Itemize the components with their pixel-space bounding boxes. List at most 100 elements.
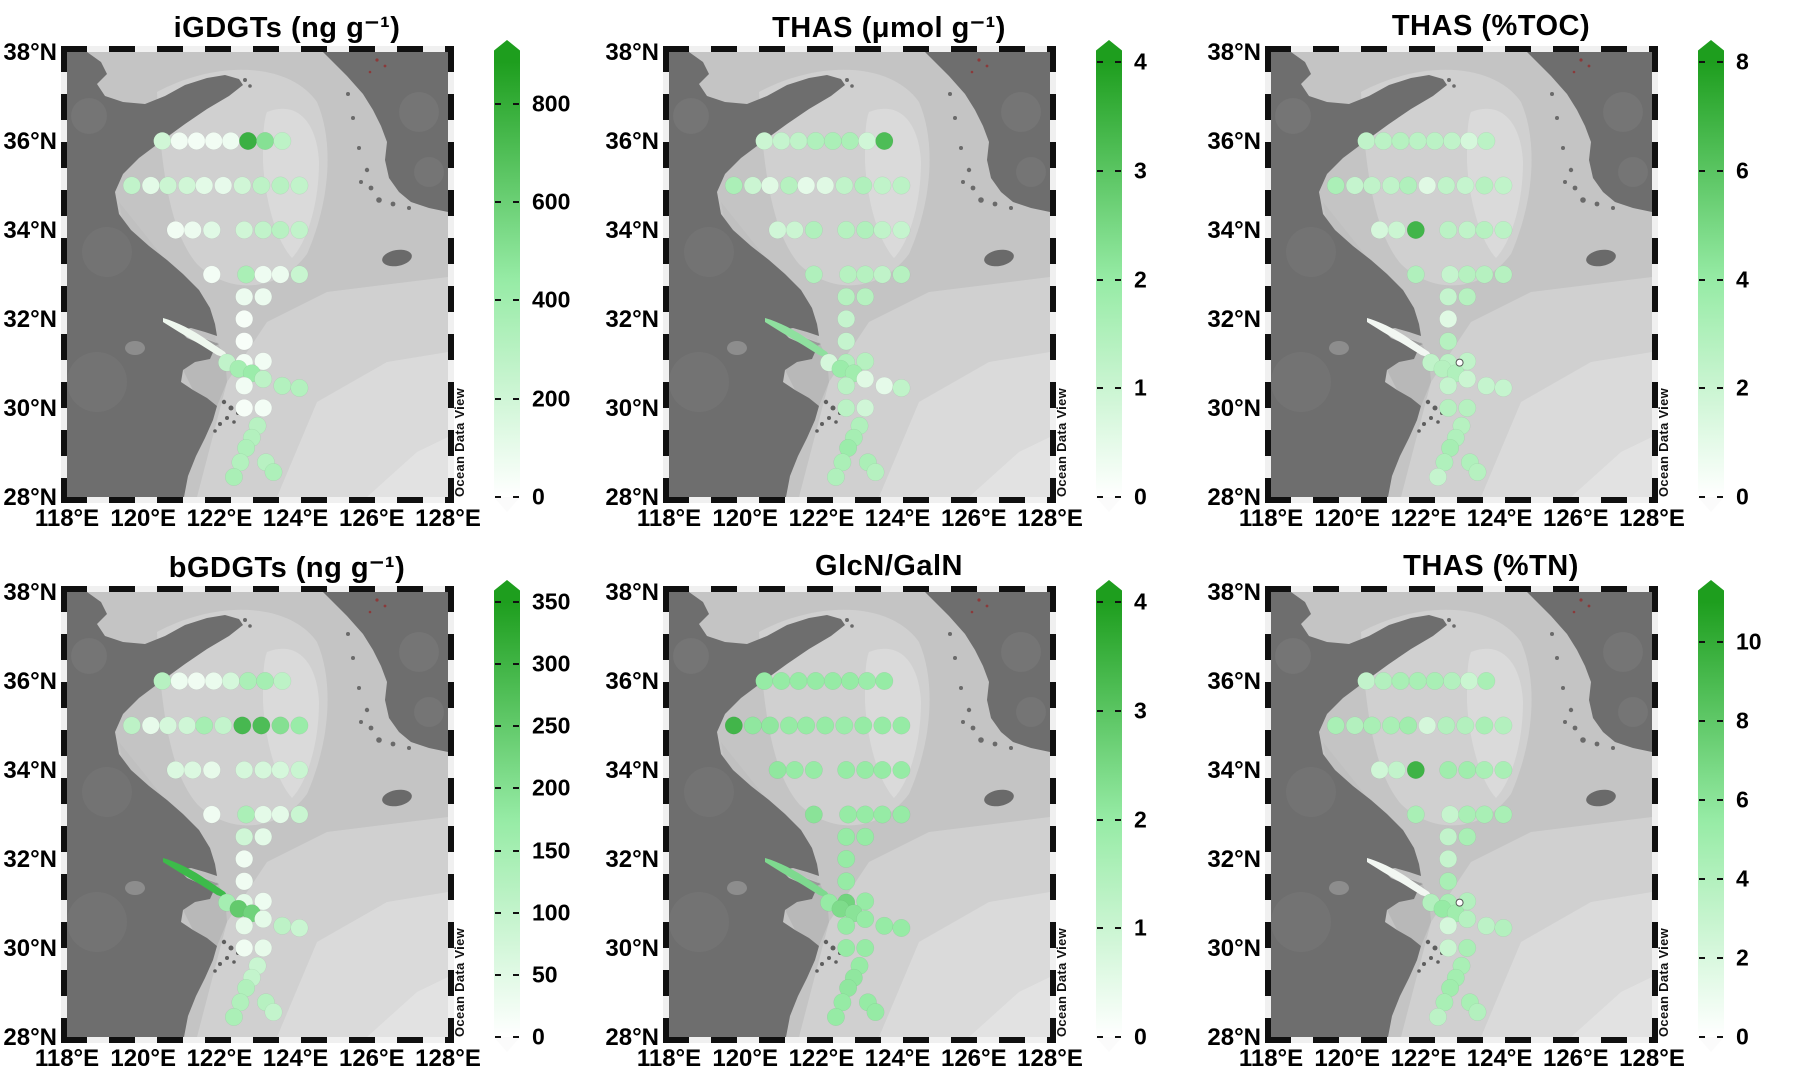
lat-tick-label: 38°N [3, 39, 57, 66]
lat-tick-label: 32°N [605, 846, 659, 873]
station-dot [237, 265, 256, 284]
colorbar-tick-label: 0 [532, 483, 545, 510]
station-dot [290, 716, 309, 735]
lon-tick-label: 118°E [1238, 1045, 1304, 1072]
station-dot [823, 132, 842, 150]
lat-tick-label: 38°N [605, 39, 659, 66]
colorbar-tick-label: 100 [532, 899, 571, 926]
station-dot [235, 399, 254, 417]
station-dot [873, 176, 892, 195]
station-dot [1363, 716, 1381, 735]
colorbar: 10 8 6 4 2 0 [1698, 580, 1806, 1060]
station-dot [1439, 376, 1458, 395]
station-dot [837, 376, 856, 395]
station-dot [1357, 132, 1376, 150]
map-frame-left [1265, 586, 1271, 1043]
colorbar-tick-label: 1 [1134, 374, 1147, 401]
colorbar-arrow-up-icon [494, 580, 520, 602]
colorbar-tick [1115, 61, 1121, 63]
station-dot [221, 672, 240, 690]
station-dot [1494, 919, 1513, 937]
station-dot [1494, 805, 1513, 824]
station-dot [1475, 176, 1494, 195]
station-dot [875, 916, 894, 935]
colorbar-tick [1699, 1036, 1705, 1038]
map-frame-left [663, 46, 669, 503]
panel-igdgts: iGDGTs (ng g⁻¹) 38°N 36°N 34°N 32°N 30°N 28°N… [0, 0, 602, 540]
colorbar-tick [1115, 387, 1121, 390]
station-dot [1494, 716, 1513, 735]
colorbar-tick [513, 496, 519, 498]
lon-tick-label: 128°E [415, 505, 481, 532]
panel-bgdgts: bGDGTs (ng g⁻¹) 38°N 36°N 34°N 32°N 30°N 28°N… [0, 540, 602, 1080]
station-dot [1439, 761, 1458, 779]
station-dot [816, 176, 835, 195]
station-dot [1458, 910, 1477, 929]
lat-tick-label: 32°N [605, 306, 659, 333]
lat-tick-label: 38°N [1207, 39, 1261, 66]
station-dot [254, 892, 273, 911]
station-dot [1437, 716, 1456, 735]
station-dot [1382, 716, 1400, 735]
colorbar-tick [1115, 601, 1121, 603]
station-dot [166, 761, 185, 779]
station-dot [235, 872, 254, 891]
station-dot [254, 399, 273, 417]
panel-title: iGDGTs (ng g⁻¹) [173, 12, 401, 44]
station-dot [768, 221, 787, 239]
station-dot [856, 221, 875, 239]
colorbar-tick-label: 8 [1736, 707, 1749, 734]
station-dot [1458, 805, 1477, 824]
station-dot [875, 132, 894, 150]
colorbar: 8 6 4 2 0 [1698, 40, 1806, 520]
station-dot [290, 379, 309, 397]
station-dot [1391, 672, 1410, 690]
station-dot [1437, 176, 1456, 195]
station-dot [1399, 716, 1418, 735]
station-dot [833, 453, 852, 472]
lon-tick-label: 126°E [940, 505, 1007, 532]
colorbar-tick-label: 0 [1736, 483, 1749, 510]
station-dot [856, 827, 875, 846]
station-dot [187, 132, 206, 150]
station-dot [224, 468, 243, 486]
colorbar-tick [495, 496, 501, 498]
lat-tick-label: 28°N [1207, 484, 1261, 511]
colorbar-tick [1717, 278, 1723, 281]
map [669, 52, 1050, 497]
station-dot [806, 672, 825, 690]
colorbar-tick [1717, 61, 1723, 63]
station-dot [1441, 805, 1460, 824]
station-dot [159, 716, 177, 735]
station-dot [806, 132, 825, 150]
station-dot [1458, 399, 1477, 417]
station-dot [122, 176, 141, 195]
station-dot [195, 176, 214, 195]
station-dot [1494, 761, 1513, 779]
colorbar-tick [513, 1036, 519, 1038]
station-dot [1382, 176, 1400, 195]
lon-tick-label: 124°E [262, 1045, 329, 1072]
lon-tick-label: 128°E [1017, 1045, 1083, 1072]
station-dot [873, 265, 892, 284]
colorbar-arrow-up-icon [1096, 580, 1122, 602]
colorbar: 350 300 250 200 150 100 50 0 [494, 580, 619, 1060]
station-dot [1425, 672, 1444, 690]
station-dot [254, 939, 273, 957]
lat-tick-label: 34°N [3, 757, 57, 784]
station-dot [854, 176, 873, 195]
lat-tick-label: 28°N [1207, 1024, 1261, 1051]
colorbar-tick-label: 350 [532, 588, 571, 615]
station-dot [235, 827, 254, 846]
colorbar-tick [495, 973, 501, 976]
station-dot [1494, 379, 1513, 397]
station-dot [804, 761, 823, 779]
lon-tick-label: 118°E [1238, 505, 1304, 532]
lat-tick-label: 32°N [1207, 846, 1261, 873]
map-frame-left [61, 586, 67, 1043]
colorbar-arrow-up-icon [1698, 580, 1724, 602]
lat-tick-label: 34°N [605, 757, 659, 784]
station-dot [1326, 716, 1345, 735]
colorbar-tick-label: 6 [1736, 157, 1749, 184]
colorbar-tick [513, 102, 519, 105]
